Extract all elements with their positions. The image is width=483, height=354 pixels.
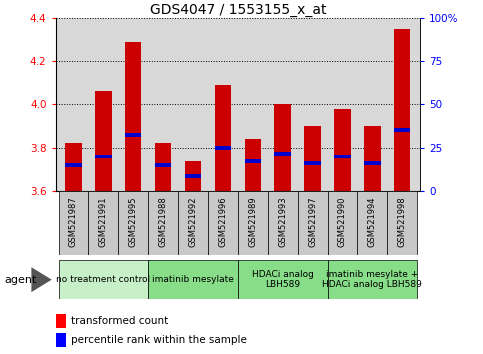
Bar xyxy=(268,191,298,255)
Bar xyxy=(88,191,118,255)
Bar xyxy=(155,163,171,167)
Bar xyxy=(56,314,66,328)
Title: GDS4047 / 1553155_x_at: GDS4047 / 1553155_x_at xyxy=(150,3,326,17)
Bar xyxy=(334,154,351,159)
Bar xyxy=(58,191,88,255)
Bar xyxy=(215,85,231,191)
Text: no treatment control: no treatment control xyxy=(57,275,150,284)
Text: imatinib mesylate: imatinib mesylate xyxy=(152,275,234,284)
Bar xyxy=(65,163,82,167)
Bar xyxy=(118,191,148,255)
Text: GSM521990: GSM521990 xyxy=(338,196,347,247)
Text: GSM521989: GSM521989 xyxy=(248,196,257,247)
Text: GSM521991: GSM521991 xyxy=(99,196,108,247)
Bar xyxy=(238,191,268,255)
Bar xyxy=(357,191,387,255)
Text: percentile rank within the sample: percentile rank within the sample xyxy=(71,335,247,345)
Bar xyxy=(304,126,321,191)
Bar xyxy=(95,154,112,159)
Bar xyxy=(244,139,261,191)
Bar xyxy=(244,159,261,163)
Text: GSM521993: GSM521993 xyxy=(278,196,287,247)
Polygon shape xyxy=(31,267,52,292)
Bar xyxy=(125,133,142,137)
Bar xyxy=(334,109,351,191)
Bar xyxy=(185,161,201,191)
Bar xyxy=(148,260,238,299)
Bar xyxy=(185,174,201,178)
Bar xyxy=(155,143,171,191)
Bar xyxy=(364,161,381,165)
Bar xyxy=(387,191,417,255)
Text: transformed count: transformed count xyxy=(71,316,168,326)
Bar xyxy=(125,41,142,191)
Bar xyxy=(304,161,321,165)
Text: GSM521997: GSM521997 xyxy=(308,196,317,247)
Bar xyxy=(95,91,112,191)
Bar xyxy=(298,191,327,255)
Bar xyxy=(56,333,66,347)
Bar xyxy=(58,260,148,299)
Text: GSM521992: GSM521992 xyxy=(188,196,198,247)
Bar xyxy=(394,29,411,191)
Text: GSM521987: GSM521987 xyxy=(69,196,78,247)
Bar xyxy=(364,126,381,191)
Bar xyxy=(274,104,291,191)
Text: GSM521996: GSM521996 xyxy=(218,196,227,247)
Bar xyxy=(215,146,231,150)
Bar xyxy=(274,152,291,156)
Bar xyxy=(208,191,238,255)
Text: GSM521995: GSM521995 xyxy=(129,196,138,247)
Text: agent: agent xyxy=(5,275,37,285)
Text: GSM521998: GSM521998 xyxy=(398,196,407,247)
Bar xyxy=(65,143,82,191)
Text: GSM521988: GSM521988 xyxy=(158,196,168,247)
Bar xyxy=(327,260,417,299)
Bar xyxy=(238,260,327,299)
Bar xyxy=(327,191,357,255)
Bar xyxy=(148,191,178,255)
Bar xyxy=(394,129,411,132)
Bar xyxy=(178,191,208,255)
Text: GSM521994: GSM521994 xyxy=(368,196,377,247)
Text: imatinib mesylate +
HDACi analog LBH589: imatinib mesylate + HDACi analog LBH589 xyxy=(323,270,422,289)
Text: HDACi analog
LBH589: HDACi analog LBH589 xyxy=(252,270,313,289)
